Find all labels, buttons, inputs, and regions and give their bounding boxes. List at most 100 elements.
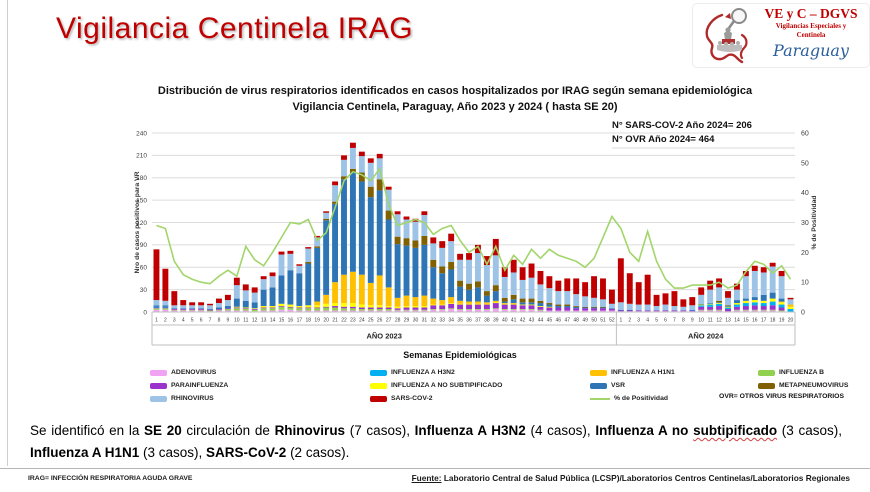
- svg-text:60: 60: [140, 265, 148, 272]
- svg-text:210: 210: [136, 153, 147, 160]
- year-label-2024: AÑO 2024: [688, 332, 724, 341]
- legend-label: VSR: [611, 382, 625, 389]
- svg-text:16: 16: [288, 318, 294, 324]
- svg-text:4: 4: [646, 318, 649, 324]
- logo-subtitle-1: Vigilancias Especiales y: [775, 22, 847, 30]
- svg-text:34: 34: [448, 318, 454, 324]
- svg-text:36: 36: [466, 318, 472, 324]
- legend-swatch-box: [590, 382, 607, 389]
- svg-text:10: 10: [234, 318, 240, 324]
- svg-text:7: 7: [209, 318, 212, 324]
- svg-text:30: 30: [413, 318, 419, 324]
- svg-text:17: 17: [297, 318, 303, 324]
- svg-text:14: 14: [734, 318, 740, 324]
- svg-text:20: 20: [801, 250, 809, 257]
- legend-item: INFLUENZA B: [758, 367, 824, 378]
- svg-text:9: 9: [691, 318, 694, 324]
- svg-text:0: 0: [143, 309, 147, 316]
- institution-logo: VE y C – DGVS Vigilancias Especiales y C…: [692, 3, 870, 68]
- svg-text:48: 48: [573, 318, 579, 324]
- chart-title-line1: Distribución de virus respiratorios iden…: [157, 85, 753, 97]
- chart-legend: ADENOVIRUS INFLUENZA A H3N2 INFLUENZA A H1…: [145, 367, 860, 409]
- svg-text:180: 180: [136, 175, 147, 182]
- svg-text:28: 28: [395, 318, 401, 324]
- summary-segment: Influenza A no: [595, 423, 694, 438]
- summary-segment: (2 casos).: [286, 444, 350, 460]
- svg-text:30: 30: [140, 287, 148, 294]
- summary-segment: Influenza A H1N1: [30, 444, 140, 460]
- logo-acronym: VE y C – DGVS: [764, 6, 858, 21]
- svg-text:41: 41: [511, 318, 517, 324]
- svg-text:10: 10: [801, 280, 809, 287]
- svg-text:3: 3: [173, 318, 176, 324]
- legend-swatch-line: [590, 397, 610, 400]
- svg-text:6: 6: [200, 318, 203, 324]
- svg-text:15: 15: [743, 318, 749, 324]
- svg-text:14: 14: [270, 318, 276, 324]
- svg-text:39: 39: [493, 318, 499, 324]
- legend-item: INFLUENZA A NO SUBTIPIFICADO: [370, 380, 502, 391]
- svg-text:18: 18: [306, 318, 312, 324]
- legend-swatch-box: [370, 382, 387, 389]
- svg-text:2: 2: [628, 318, 631, 324]
- svg-text:13: 13: [261, 318, 267, 324]
- paraguay-map-icon: [705, 8, 748, 64]
- svg-text:12: 12: [716, 318, 722, 324]
- legend-swatch-box: [150, 369, 167, 376]
- axes: [151, 311, 796, 346]
- legend-item: METAPNEUMOVIRUS: [758, 380, 848, 391]
- svg-text:18: 18: [770, 318, 776, 324]
- svg-text:30: 30: [801, 220, 809, 227]
- summary-text: Se identificó en la SE 20 circulación de…: [30, 420, 842, 464]
- svg-text:50: 50: [801, 160, 809, 167]
- svg-text:45: 45: [547, 318, 553, 324]
- logo-country-script: Paraguay: [773, 40, 849, 60]
- stacked-bars: [153, 142, 794, 312]
- svg-text:47: 47: [565, 318, 571, 324]
- page-title: Vigilancia Centinela IRAG: [56, 12, 414, 45]
- y-right-axis-label: % de Positividad: [811, 195, 818, 249]
- legend-label: PARAINFLUENZA: [171, 382, 229, 389]
- legend-swatch-box: [370, 369, 387, 376]
- svg-text:31: 31: [422, 318, 428, 324]
- svg-text:9: 9: [227, 318, 230, 324]
- svg-text:37: 37: [475, 318, 481, 324]
- slide-edge-line: [7, 0, 8, 466]
- svg-text:50: 50: [591, 318, 597, 324]
- footer-source-text: Laboratorio Central de Salud Pública (LC…: [441, 473, 850, 483]
- annotation-ovr-count: N° OVR Año 2024= 464: [612, 133, 715, 145]
- summary-segment: subtipificado: [693, 423, 778, 438]
- svg-text:120: 120: [136, 220, 147, 227]
- svg-text:5: 5: [655, 318, 658, 324]
- chart-title: Distribución de virus respiratorios iden…: [90, 84, 820, 116]
- svg-text:22: 22: [341, 318, 347, 324]
- svg-text:13: 13: [725, 318, 731, 324]
- svg-text:26: 26: [377, 318, 383, 324]
- footer-source: Fuente: Laboratorio Central de Salud Púb…: [412, 473, 850, 483]
- svg-text:43: 43: [529, 318, 535, 324]
- svg-text:17: 17: [761, 318, 767, 324]
- svg-text:150: 150: [136, 197, 147, 204]
- gridlines: [152, 132, 795, 291]
- svg-text:8: 8: [682, 318, 685, 324]
- legend-swatch-box: [758, 369, 775, 376]
- svg-text:42: 42: [520, 318, 526, 324]
- ovr-note: OVR= OTROS VIRUS RESPIRATORIOS: [719, 393, 844, 400]
- svg-text:20: 20: [788, 318, 794, 324]
- legend-swatch-box: [758, 382, 775, 389]
- summary-segment: Rhinovirus: [274, 423, 346, 438]
- svg-text:32: 32: [431, 318, 437, 324]
- svg-text:21: 21: [332, 318, 338, 324]
- legend-item: % de Positividad: [590, 393, 668, 404]
- legend-item: INFLUENZA A H3N2: [370, 367, 455, 378]
- svg-text:90: 90: [140, 242, 148, 249]
- svg-text:38: 38: [484, 318, 490, 324]
- svg-text:8: 8: [218, 318, 221, 324]
- summary-segment: Influenza A H3N2: [414, 423, 526, 438]
- legend-label: RHINOVIRUS: [171, 395, 214, 402]
- svg-text:4: 4: [182, 318, 185, 324]
- svg-text:19: 19: [314, 318, 320, 324]
